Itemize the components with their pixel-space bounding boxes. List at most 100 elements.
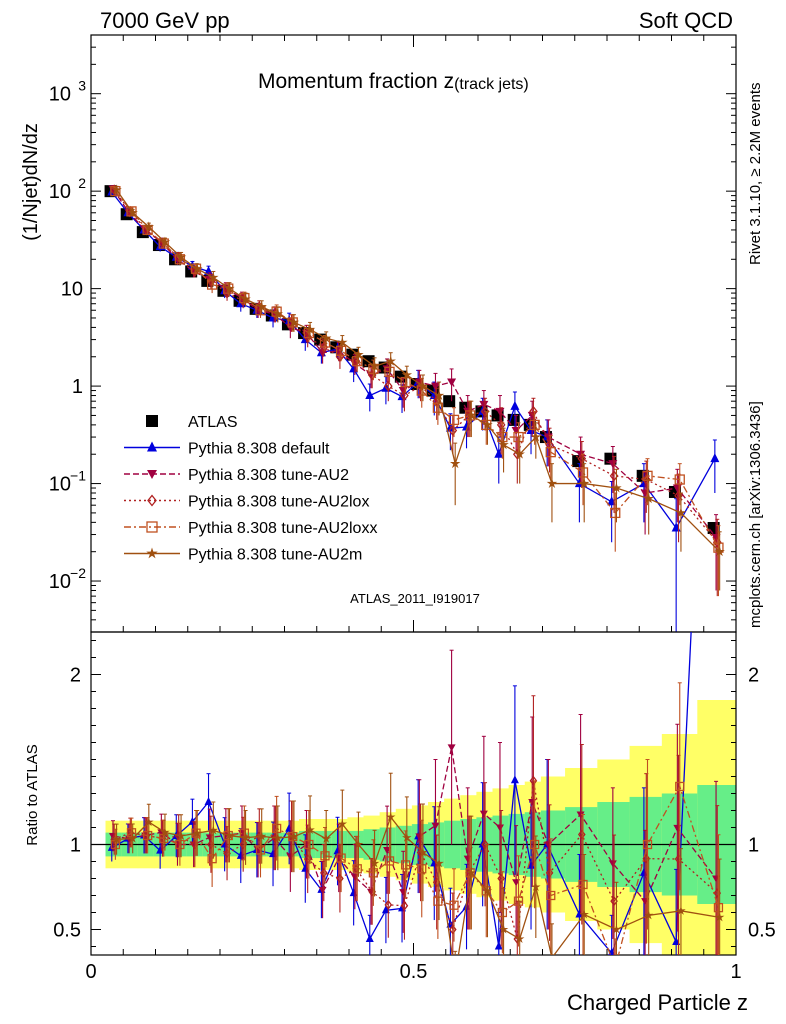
y-tick-label: 10 bbox=[49, 84, 71, 106]
data-point bbox=[401, 369, 413, 380]
x-axis-label: Charged Particle z bbox=[567, 990, 748, 1015]
data-point bbox=[510, 400, 520, 410]
ratio-point bbox=[271, 823, 282, 834]
data-point bbox=[449, 458, 461, 469]
ratio-point bbox=[466, 867, 477, 877]
data-point bbox=[384, 366, 395, 378]
ratio-point bbox=[611, 924, 622, 934]
ratio-point bbox=[434, 858, 444, 868]
data-point bbox=[208, 272, 219, 282]
ratio-point bbox=[384, 899, 393, 910]
ratio-series-pythia-8-308-tune-au2 bbox=[108, 649, 721, 955]
legend-marker bbox=[146, 547, 158, 559]
ratio-point bbox=[643, 910, 654, 920]
ratio-point bbox=[255, 845, 266, 855]
ratio-point bbox=[192, 828, 202, 838]
ratio-point bbox=[400, 900, 409, 911]
data-point bbox=[642, 470, 653, 481]
data-point bbox=[443, 395, 456, 408]
data-point bbox=[610, 507, 621, 519]
y-tick-label: 1 bbox=[72, 376, 83, 398]
main-title-sub: (track jets) bbox=[454, 76, 529, 93]
ratio-point bbox=[273, 833, 283, 843]
data-point bbox=[641, 473, 651, 486]
ratio-point bbox=[175, 839, 185, 850]
data-point bbox=[158, 238, 169, 249]
data-point bbox=[511, 427, 521, 436]
data-point bbox=[175, 251, 187, 262]
data-point bbox=[494, 448, 504, 458]
legend-marker bbox=[146, 415, 158, 427]
mcplots-label: mcplots.cern.ch [arXiv:1306.3436] bbox=[747, 401, 764, 628]
data-point bbox=[159, 236, 171, 247]
ratio-point bbox=[320, 851, 330, 861]
ratio-point bbox=[711, 135, 719, 143]
ratio-point bbox=[546, 890, 556, 901]
ratio-point bbox=[529, 839, 540, 850]
ratio-point bbox=[529, 775, 538, 786]
legend-label: Pythia 8.308 tune-AU2loxx bbox=[188, 520, 377, 537]
ratio-point bbox=[369, 858, 380, 868]
ratio-point bbox=[384, 856, 395, 866]
ratio-panel: 0 0.5 10.5 0.51 12 2 bbox=[53, 135, 776, 983]
legend-label: Pythia 8.308 tune-AU2m bbox=[188, 547, 362, 564]
ratio-point bbox=[418, 847, 428, 857]
y-tick-label-exponent: 2 bbox=[78, 175, 86, 191]
ratio-point bbox=[305, 824, 315, 834]
ratio-y-tick-label-right: 1 bbox=[748, 835, 759, 857]
data-point bbox=[578, 478, 590, 489]
ratio-point bbox=[514, 933, 525, 943]
data-point bbox=[530, 431, 542, 442]
ratio-point bbox=[714, 912, 725, 922]
ratio-point bbox=[207, 854, 217, 864]
ratio-point bbox=[579, 909, 589, 919]
data-point bbox=[545, 439, 554, 451]
data-point bbox=[319, 341, 329, 353]
ratio-point bbox=[578, 879, 588, 890]
ratio-series-layer bbox=[107, 135, 725, 980]
ratio-point bbox=[304, 839, 314, 850]
ratio-point bbox=[713, 902, 724, 913]
legend-label: Pythia 8.308 default bbox=[188, 441, 330, 458]
data-point bbox=[643, 493, 654, 504]
y-tick-label-exponent: −1 bbox=[70, 468, 86, 484]
data-point bbox=[572, 455, 585, 468]
data-point bbox=[337, 337, 348, 347]
ratio-point bbox=[204, 797, 213, 805]
data-point bbox=[545, 447, 556, 458]
ratio-point bbox=[495, 824, 504, 832]
ratio-point bbox=[385, 812, 396, 822]
data-point bbox=[272, 308, 284, 319]
ratio-point bbox=[336, 873, 344, 884]
ratio-point bbox=[497, 873, 505, 884]
data-point bbox=[368, 363, 379, 375]
data-point bbox=[481, 419, 492, 431]
ratio-point bbox=[240, 832, 251, 842]
ratio-point bbox=[224, 830, 235, 840]
ratio-point bbox=[337, 819, 348, 829]
ratio-point bbox=[144, 817, 154, 827]
data-point bbox=[710, 453, 720, 463]
ratio-point bbox=[497, 907, 508, 918]
header-right: Soft QCD bbox=[639, 8, 733, 33]
main-title: Momentum fraction z(track jets) bbox=[258, 70, 529, 93]
data-point bbox=[433, 390, 445, 400]
data-point bbox=[127, 207, 138, 218]
ratio-y-tick-label: 1 bbox=[70, 835, 81, 857]
ratio-point bbox=[642, 853, 651, 864]
ratio-point bbox=[450, 971, 460, 980]
data-point bbox=[385, 355, 396, 366]
ratio-point bbox=[256, 831, 267, 841]
legend-label: Pythia 8.308 tune-AU2lox bbox=[188, 494, 369, 511]
ratio-point bbox=[127, 833, 138, 843]
y-tick-label: 10 bbox=[49, 571, 71, 593]
data-point bbox=[482, 419, 493, 430]
data-point bbox=[365, 390, 375, 400]
series-line bbox=[113, 189, 718, 543]
ratio-point bbox=[510, 775, 519, 784]
data-point bbox=[529, 405, 538, 417]
ratio-point bbox=[482, 885, 493, 895]
ratio-point bbox=[494, 941, 503, 950]
